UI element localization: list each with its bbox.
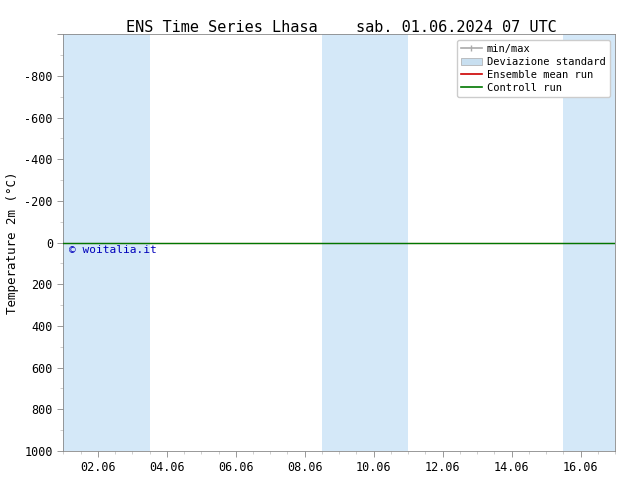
Y-axis label: Temperature 2m (°C): Temperature 2m (°C) <box>6 172 19 314</box>
Text: © woitalia.it: © woitalia.it <box>69 245 157 255</box>
Bar <box>563 34 615 451</box>
Legend: min/max, Deviazione standard, Ensemble mean run, Controll run: min/max, Deviazione standard, Ensemble m… <box>456 40 610 97</box>
Bar <box>63 34 150 451</box>
Bar <box>322 34 408 451</box>
Text: ENS Time Series Lhasa: ENS Time Series Lhasa <box>126 20 318 35</box>
Text: sab. 01.06.2024 07 UTC: sab. 01.06.2024 07 UTC <box>356 20 557 35</box>
